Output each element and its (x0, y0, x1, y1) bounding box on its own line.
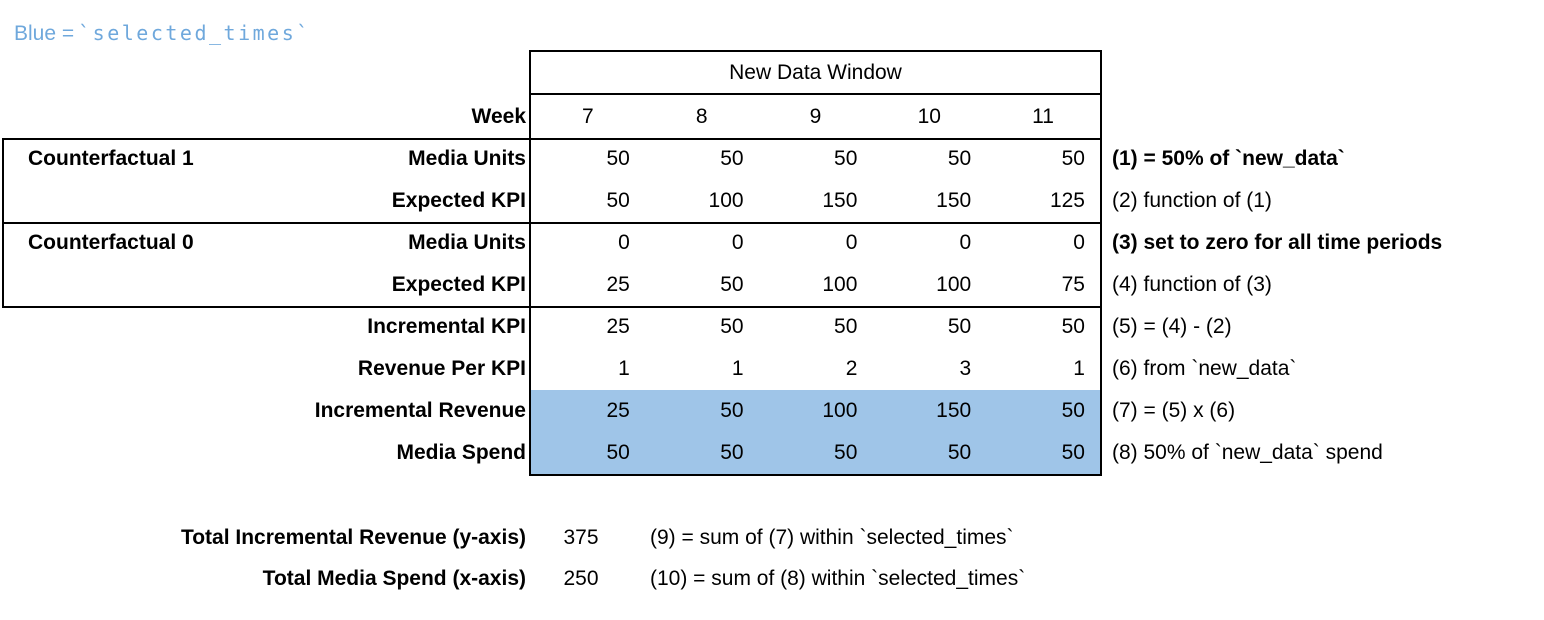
cell: 0 (845, 231, 858, 254)
cell: 50 (1061, 315, 1085, 338)
cell: 2 (845, 357, 858, 380)
cell: 25 (606, 315, 630, 338)
cell: 50 (834, 441, 858, 464)
week-10: 10 (917, 105, 941, 128)
cell: 50 (1061, 147, 1085, 170)
cell: 100 (822, 273, 858, 296)
cell: 50 (720, 441, 744, 464)
week-label: Week (471, 105, 526, 128)
row-values-incremental-revenue: 25 50 100 150 50 (531, 390, 1100, 432)
cell: 50 (947, 441, 972, 464)
week-divider-line (529, 138, 1102, 140)
annotation-10: (10) = sum of (8) within `selected_times… (650, 567, 1026, 590)
annotation-6: (6) from `new_data` (1112, 357, 1297, 380)
row-label-media-units-cf0: Media Units (408, 231, 526, 254)
cell: 100 (936, 273, 972, 296)
cf0-divider-line (529, 306, 1102, 308)
legend-note: Blue = `selected_times` (14, 18, 311, 48)
header-divider-line (529, 93, 1102, 95)
annotation-7: (7) = (5) x (6) (1112, 399, 1236, 422)
cell: 50 (720, 399, 744, 422)
cell: 75 (1061, 273, 1085, 296)
row-values-media-units-cf0: 0 0 0 0 0 (531, 222, 1100, 264)
row-values-revenue-per-kpi: 1 1 2 3 1 (531, 348, 1100, 390)
cell: 50 (1061, 399, 1085, 422)
cell: 150 (936, 189, 972, 212)
row-values-media-spend: 50 50 50 50 50 (531, 432, 1100, 474)
cell: 100 (822, 399, 858, 422)
week-7: 7 (582, 105, 594, 128)
cell: 150 (822, 189, 858, 212)
row-label-expected-kpi-cf1: Expected KPI (391, 189, 526, 212)
row-label-media-units-cf1: Media Units (408, 147, 526, 170)
annotation-2: (2) function of (1) (1112, 189, 1272, 212)
week-8: 8 (695, 105, 708, 128)
cell: 1 (1073, 357, 1085, 380)
cell: 50 (1061, 441, 1085, 464)
cell: 0 (731, 231, 744, 254)
cell: 150 (936, 399, 972, 422)
cell: 50 (720, 315, 744, 338)
cell: 1 (618, 357, 630, 380)
week-11: 11 (1032, 105, 1054, 128)
row-label-incremental-kpi: Incremental KPI (367, 315, 526, 338)
annotation-4: (4) function of (3) (1112, 273, 1272, 296)
cell: 50 (947, 147, 972, 170)
cell: 0 (1073, 231, 1085, 254)
annotation-8: (8) 50% of `new_data` spend (1112, 441, 1383, 464)
row-values-expected-kpi-cf0: 25 50 100 100 75 (531, 264, 1100, 306)
annotation-9: (9) = sum of (7) within `selected_times` (650, 526, 1014, 549)
cell: 0 (959, 231, 972, 254)
group-label-counterfactual-0: Counterfactual 0 (28, 231, 194, 254)
legend-note-code: `selected_times` (78, 21, 311, 45)
row-values-incremental-kpi: 25 50 50 50 50 (531, 306, 1100, 348)
cell: 50 (720, 273, 744, 296)
row-values-expected-kpi-cf1: 50 100 150 150 125 (531, 180, 1100, 222)
cell: 50 (834, 147, 858, 170)
cf1-divider-line (529, 222, 1102, 224)
cell: 25 (606, 399, 630, 422)
week-9: 9 (809, 105, 822, 128)
row-values-media-units-cf1: 50 50 50 50 50 (531, 138, 1100, 180)
cell: 125 (1049, 189, 1085, 212)
total-media-spend-value: 250 (563, 567, 599, 590)
cell: 50 (606, 189, 630, 212)
total-media-spend-label: Total Media Spend (x-axis) (262, 567, 526, 590)
legend-note-prefix: Blue = (14, 22, 75, 45)
cell: 0 (618, 231, 630, 254)
total-incremental-revenue-label: Total Incremental Revenue (y-axis) (180, 526, 526, 549)
row-label-media-spend: Media Spend (396, 441, 526, 464)
cell: 50 (947, 315, 972, 338)
cell: 100 (708, 189, 744, 212)
cell: 50 (720, 147, 744, 170)
annotation-1: (1) = 50% of `new_data` (1112, 147, 1345, 170)
new-data-window-header: New Data Window (729, 61, 902, 84)
row-label-expected-kpi-cf0: Expected KPI (391, 273, 526, 296)
row-label-incremental-revenue: Incremental Revenue (314, 399, 526, 422)
row-label-revenue-per-kpi: Revenue Per KPI (357, 357, 526, 380)
week-number-row: 7 8 9 10 11 (531, 95, 1100, 138)
cell: 50 (606, 147, 630, 170)
selected-times-highlight (531, 390, 1100, 474)
total-incremental-revenue-value: 375 (563, 526, 599, 549)
cell: 3 (959, 357, 972, 380)
cell: 50 (606, 441, 630, 464)
annotation-5: (5) = (4) - (2) (1112, 315, 1232, 338)
cell: 1 (731, 357, 744, 380)
group-label-counterfactual-1: Counterfactual 1 (28, 147, 194, 170)
cell: 25 (606, 273, 630, 296)
annotation-3: (3) set to zero for all time periods (1112, 231, 1443, 254)
cell: 50 (834, 315, 858, 338)
